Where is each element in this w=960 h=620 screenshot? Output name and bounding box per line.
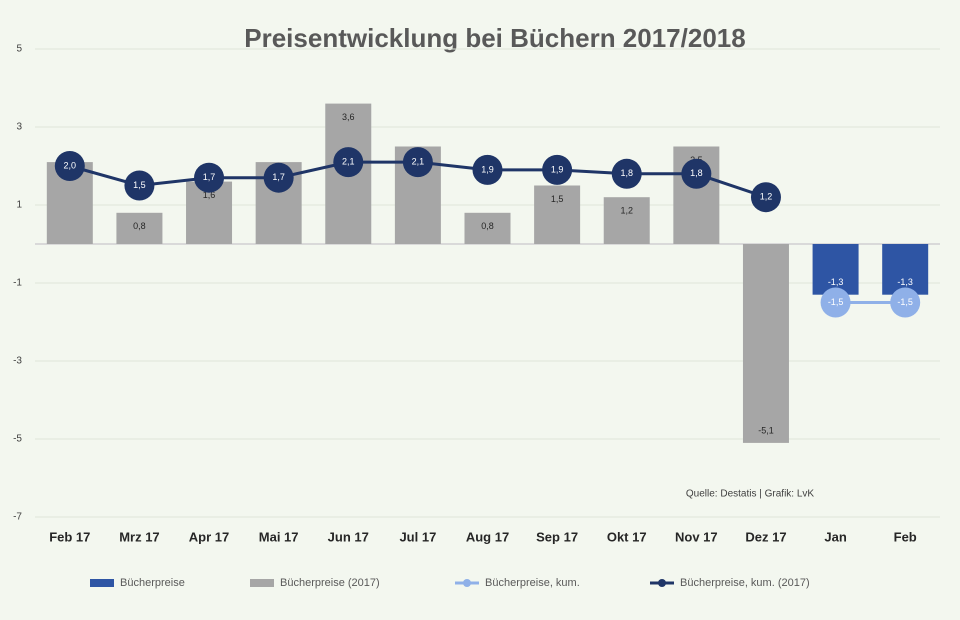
legend-label: Bücherpreise [120, 577, 185, 589]
data-label: 1,2 [760, 192, 773, 202]
marker [54, 151, 85, 181]
data-label: 2,1 [342, 156, 355, 166]
y-tick-label: -3 [13, 356, 22, 367]
marker [472, 154, 503, 185]
marker [402, 147, 433, 178]
y-tick-label: -7 [13, 512, 22, 523]
data-label: 1,9 [481, 164, 494, 174]
data-label: 1,7 [203, 172, 216, 182]
x-tick-label: Aug 17 [466, 529, 509, 544]
x-tick-label: Jan [824, 529, 846, 544]
x-tick-label: Jul 17 [399, 529, 436, 544]
x-tick-label: Feb 17 [49, 529, 90, 544]
x-tick-label: Sep 17 [536, 529, 578, 544]
data-label: 1,2 [620, 206, 633, 216]
marker [542, 154, 573, 185]
marker [333, 147, 364, 178]
bar [812, 244, 859, 295]
data-label: 1,6 [203, 190, 216, 200]
legend-swatch [658, 579, 666, 587]
marker [681, 158, 712, 189]
y-tick-label: -5 [13, 434, 22, 445]
legend-swatch [463, 579, 471, 587]
data-label: 1,9 [551, 164, 564, 174]
bar [742, 244, 789, 443]
data-label: -1,3 [897, 277, 913, 287]
legend-swatch [250, 579, 274, 587]
marker [890, 287, 921, 318]
data-label: -5,1 [758, 425, 774, 435]
legend-label: Bücherpreise (2017) [280, 577, 380, 589]
y-tick-label: 1 [16, 200, 22, 211]
data-label: 0,8 [133, 221, 146, 231]
x-tick-label: Feb [894, 529, 917, 544]
data-label: -1,3 [828, 277, 844, 287]
data-label: 1,8 [620, 168, 633, 178]
y-tick-label: -1 [13, 278, 22, 289]
y-tick-label: 5 [16, 44, 22, 55]
x-tick-label: Mrz 17 [119, 529, 159, 544]
data-label: 1,5 [551, 194, 564, 204]
marker [194, 162, 225, 193]
x-tick-label: Okt 17 [607, 529, 647, 544]
legend-label: Bücherpreise, kum. [485, 577, 580, 589]
data-label: 3,6 [342, 112, 355, 122]
data-label: 0,8 [481, 221, 494, 231]
bar [464, 212, 511, 244]
x-tick-label: Mai 17 [259, 529, 299, 544]
bar [534, 185, 581, 244]
bar [603, 197, 650, 244]
marker [263, 162, 294, 193]
marker [750, 182, 781, 213]
bar [882, 244, 929, 295]
x-tick-label: Dez 17 [745, 529, 786, 544]
x-tick-label: Nov 17 [675, 529, 718, 544]
bar [116, 212, 163, 244]
marker [820, 287, 851, 318]
data-label: -1,5 [828, 297, 844, 307]
legend-swatch [90, 579, 114, 587]
data-label: 1,7 [272, 172, 285, 182]
data-label: 2,1 [412, 156, 425, 166]
marker [124, 170, 155, 201]
x-tick-label: Jun 17 [328, 529, 369, 544]
y-tick-label: 3 [16, 122, 22, 133]
data-label: 2,0 [64, 160, 77, 170]
source-note: Quelle: Destatis | Grafik: LvK [686, 489, 815, 500]
data-label: 1,8 [690, 168, 703, 178]
data-label: -1,5 [897, 297, 913, 307]
data-label: 1,5 [133, 180, 146, 190]
chart-title: Preisentwicklung bei Büchern 2017/2018 [244, 23, 745, 53]
marker [611, 158, 642, 189]
legend-label: Bücherpreise, kum. (2017) [680, 577, 810, 589]
x-tick-label: Apr 17 [189, 529, 229, 544]
